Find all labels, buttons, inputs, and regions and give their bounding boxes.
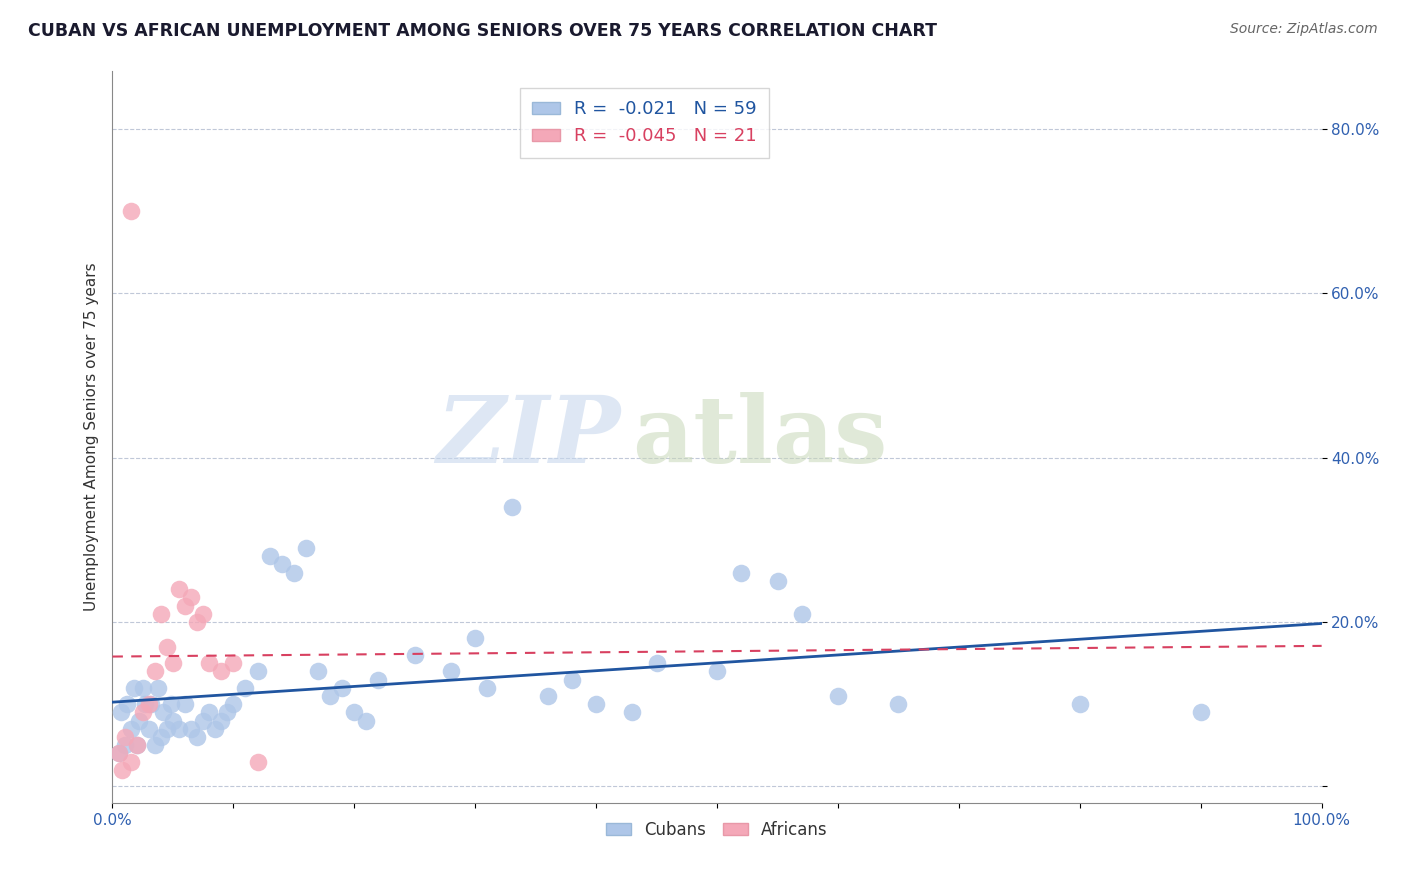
Point — [198, 706, 221, 720]
Point — [307, 665, 329, 679]
Point — [110, 706, 132, 720]
Point — [132, 706, 155, 720]
Point — [1069, 697, 1091, 711]
Point — [167, 582, 190, 596]
Point — [1189, 706, 1212, 720]
Point — [501, 500, 523, 514]
Point — [330, 681, 353, 695]
Text: Source: ZipAtlas.com: Source: ZipAtlas.com — [1230, 22, 1378, 37]
Point — [766, 574, 789, 588]
Point — [134, 697, 156, 711]
Point — [120, 755, 142, 769]
Point — [246, 665, 269, 679]
Point — [295, 541, 318, 555]
Point — [114, 739, 136, 753]
Point — [319, 689, 342, 703]
Point — [477, 681, 499, 695]
Point — [198, 656, 221, 670]
Point — [180, 722, 202, 736]
Point — [561, 673, 583, 687]
Point — [222, 656, 245, 670]
Point — [125, 739, 148, 753]
Point — [111, 763, 134, 777]
Point — [537, 689, 560, 703]
Point — [167, 722, 190, 736]
Point — [115, 697, 138, 711]
Point — [138, 697, 160, 711]
Point — [174, 599, 197, 613]
Text: CUBAN VS AFRICAN UNEMPLOYMENT AMONG SENIORS OVER 75 YEARS CORRELATION CHART: CUBAN VS AFRICAN UNEMPLOYMENT AMONG SENI… — [28, 22, 938, 40]
Point — [149, 607, 172, 621]
Point — [790, 607, 813, 621]
Point — [138, 722, 160, 736]
Point — [149, 730, 172, 744]
Point — [259, 549, 281, 564]
Point — [283, 566, 305, 580]
Point — [645, 656, 668, 670]
Point — [152, 706, 174, 720]
Point — [217, 706, 239, 720]
Point — [141, 697, 163, 711]
Point — [156, 640, 179, 654]
Point — [107, 747, 129, 761]
Point — [222, 697, 245, 711]
Point — [186, 730, 208, 744]
Text: atlas: atlas — [633, 392, 887, 482]
Point — [159, 697, 181, 711]
Point — [270, 558, 292, 572]
Text: ZIP: ZIP — [436, 392, 620, 482]
Point — [148, 681, 170, 695]
Point — [585, 697, 607, 711]
Y-axis label: Unemployment Among Seniors over 75 years: Unemployment Among Seniors over 75 years — [83, 263, 98, 611]
Point — [107, 747, 129, 761]
Point — [156, 722, 179, 736]
Legend: Cubans, Africans: Cubans, Africans — [599, 814, 835, 846]
Point — [143, 739, 166, 753]
Point — [162, 656, 184, 670]
Point — [209, 665, 232, 679]
Point — [706, 665, 728, 679]
Point — [125, 739, 148, 753]
Point — [730, 566, 752, 580]
Point — [114, 730, 136, 744]
Point — [235, 681, 257, 695]
Point — [209, 714, 232, 728]
Point — [356, 714, 378, 728]
Point — [174, 697, 197, 711]
Point — [204, 722, 226, 736]
Point — [404, 648, 426, 662]
Point — [122, 681, 145, 695]
Point — [191, 714, 214, 728]
Point — [464, 632, 486, 646]
Point — [162, 714, 184, 728]
Point — [143, 665, 166, 679]
Point — [120, 722, 142, 736]
Point — [180, 591, 202, 605]
Point — [191, 607, 214, 621]
Point — [128, 714, 150, 728]
Point — [132, 681, 155, 695]
Point — [621, 706, 644, 720]
Point — [827, 689, 849, 703]
Point — [887, 697, 910, 711]
Point — [367, 673, 389, 687]
Point — [246, 755, 269, 769]
Point — [120, 204, 142, 219]
Point — [186, 615, 208, 629]
Point — [343, 706, 366, 720]
Point — [440, 665, 463, 679]
